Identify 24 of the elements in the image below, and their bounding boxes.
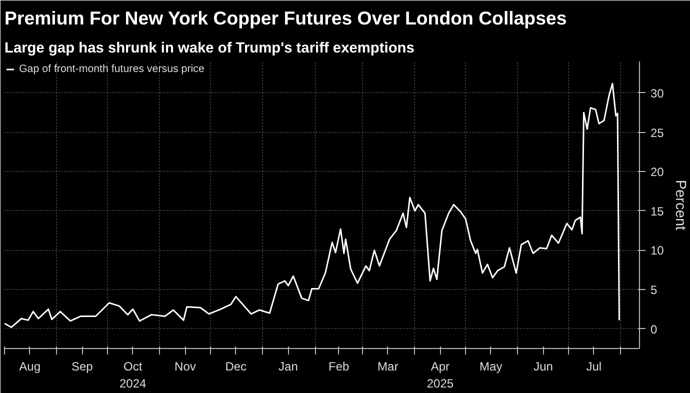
x-tick-label: Oct 2024	[120, 360, 147, 390]
chart-subtitle: Large gap has shrunk in wake of Trump's tariff exemptions	[4, 40, 414, 56]
x-tick-label: Feb	[328, 360, 350, 374]
x-tick-label: Jul	[586, 360, 602, 374]
y-axis-title: Percent	[672, 180, 688, 230]
x-tick-label: Sep	[72, 360, 94, 374]
y-tick-label: 30	[650, 86, 664, 100]
x-tick-label: Nov	[174, 360, 196, 374]
y-tick-label: 10	[650, 244, 664, 258]
x-tick-label: Dec	[225, 360, 247, 374]
y-tick-label: 15	[650, 204, 664, 218]
y-tick-label: 5	[650, 283, 658, 298]
x-tick-label: Aug	[19, 360, 41, 374]
y-tick-label: 0	[650, 322, 658, 336]
legend-label: Gap of front-month futures versus price	[19, 63, 204, 75]
line-series	[4, 82, 620, 328]
y-tick-label: 20	[650, 165, 664, 180]
chart-title: Premium For New York Copper Futures Over London Collapses	[4, 8, 567, 28]
x-tick-label: May	[480, 360, 502, 374]
x-tick-label: Mar	[378, 360, 398, 374]
y-tick-label: 25	[650, 126, 664, 140]
x-tick-label: Jun	[534, 360, 553, 374]
x-tick-label: Apr 2025	[426, 360, 454, 390]
x-tick-label: Jan	[278, 360, 298, 374]
